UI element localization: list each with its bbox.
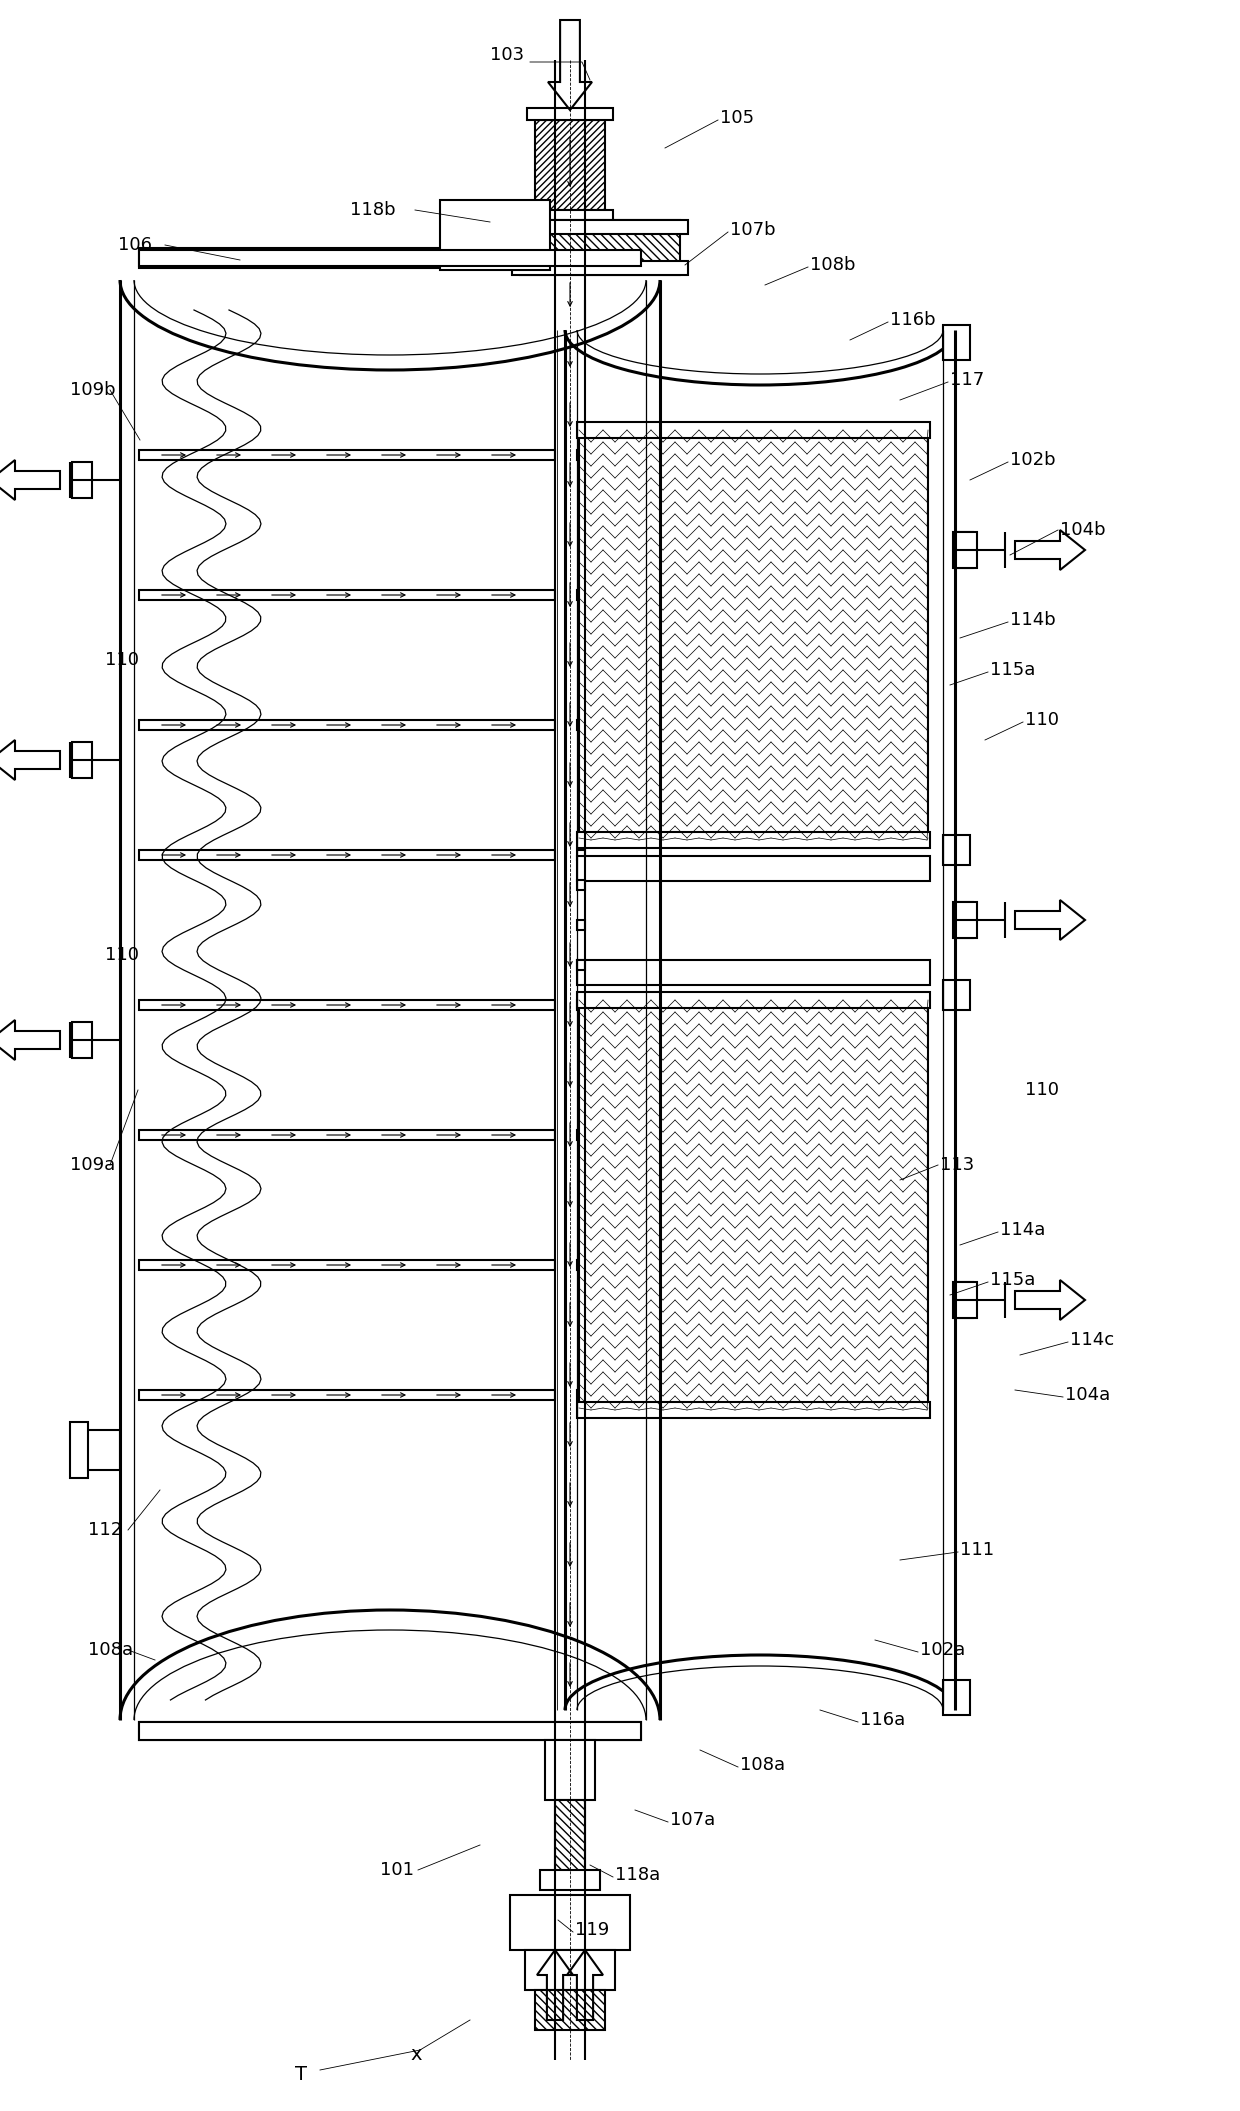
- Text: 102a: 102a: [920, 1640, 965, 1659]
- Bar: [72, 1022, 92, 1058]
- Bar: [139, 1389, 556, 1400]
- Bar: [527, 108, 613, 120]
- Bar: [539, 1870, 600, 1889]
- Bar: [954, 532, 973, 568]
- Bar: [954, 1281, 973, 1317]
- Bar: [139, 589, 556, 600]
- Text: 108a: 108a: [88, 1640, 133, 1659]
- Text: 115a: 115a: [990, 661, 1035, 680]
- Bar: [440, 201, 551, 270]
- Bar: [955, 532, 977, 568]
- Bar: [942, 325, 970, 361]
- Text: 109a: 109a: [69, 1157, 115, 1174]
- Bar: [577, 851, 585, 859]
- Text: 107b: 107b: [730, 222, 776, 239]
- Text: 111: 111: [960, 1541, 994, 1560]
- Bar: [579, 431, 928, 840]
- Bar: [577, 961, 930, 986]
- Text: 115a: 115a: [990, 1271, 1035, 1290]
- Bar: [955, 1281, 977, 1317]
- Bar: [577, 1389, 585, 1400]
- Bar: [527, 209, 613, 222]
- Text: 103: 103: [490, 46, 525, 63]
- Text: 118a: 118a: [615, 1866, 660, 1883]
- Bar: [577, 720, 585, 730]
- Bar: [139, 1260, 556, 1271]
- Text: x: x: [410, 2046, 422, 2065]
- Text: 104b: 104b: [1060, 521, 1106, 538]
- Text: 105: 105: [720, 110, 754, 127]
- Bar: [577, 1129, 585, 1140]
- Bar: [577, 422, 930, 437]
- Bar: [556, 1801, 585, 1881]
- Text: 112: 112: [88, 1522, 123, 1539]
- Bar: [139, 720, 556, 730]
- Bar: [577, 920, 585, 931]
- Bar: [139, 1723, 641, 1739]
- Text: 102b: 102b: [1011, 452, 1055, 469]
- Bar: [510, 1896, 630, 1951]
- Text: 116b: 116b: [890, 310, 936, 329]
- Text: 109b: 109b: [69, 380, 115, 399]
- Bar: [577, 832, 930, 849]
- Bar: [577, 961, 585, 969]
- Bar: [139, 1129, 556, 1140]
- Bar: [72, 462, 92, 498]
- Bar: [139, 247, 641, 268]
- Text: T: T: [295, 2065, 308, 2084]
- Bar: [72, 741, 92, 779]
- Text: 104a: 104a: [1065, 1387, 1110, 1404]
- Text: 113: 113: [940, 1157, 975, 1174]
- Bar: [955, 901, 977, 937]
- Text: 110: 110: [1025, 1081, 1059, 1100]
- Bar: [577, 880, 585, 891]
- Bar: [520, 220, 680, 274]
- Text: 110: 110: [105, 650, 139, 669]
- Bar: [139, 249, 641, 266]
- Bar: [577, 992, 930, 1007]
- Text: 110: 110: [1025, 711, 1059, 728]
- Text: 114b: 114b: [1011, 610, 1055, 629]
- Bar: [534, 1991, 605, 2031]
- Bar: [512, 262, 688, 274]
- Bar: [69, 1423, 88, 1478]
- Bar: [577, 1402, 930, 1419]
- Text: 118b: 118b: [350, 201, 396, 220]
- Bar: [942, 836, 970, 866]
- Text: 107a: 107a: [670, 1811, 715, 1828]
- Bar: [534, 120, 605, 209]
- Text: 114c: 114c: [1070, 1332, 1114, 1349]
- Bar: [546, 1739, 595, 1801]
- Bar: [577, 855, 930, 880]
- Bar: [577, 589, 585, 600]
- Text: 114a: 114a: [999, 1220, 1045, 1239]
- Bar: [577, 1001, 585, 1009]
- Text: 117: 117: [950, 372, 985, 388]
- Bar: [577, 450, 585, 460]
- Text: 116a: 116a: [861, 1712, 905, 1729]
- Text: 119: 119: [575, 1921, 609, 1940]
- Text: 106: 106: [118, 236, 153, 253]
- Bar: [512, 220, 688, 234]
- Bar: [139, 450, 556, 460]
- Bar: [954, 901, 973, 937]
- Bar: [139, 1001, 556, 1009]
- Text: 101: 101: [379, 1862, 414, 1879]
- Bar: [579, 1001, 928, 1410]
- Bar: [942, 1680, 970, 1714]
- Bar: [139, 1723, 641, 1739]
- Text: 110: 110: [105, 946, 139, 965]
- Bar: [86, 1429, 120, 1469]
- Bar: [525, 1951, 615, 1991]
- Bar: [139, 851, 556, 859]
- Bar: [942, 980, 970, 1009]
- Text: 108b: 108b: [810, 255, 856, 274]
- Bar: [577, 1260, 585, 1271]
- Text: 108a: 108a: [740, 1756, 785, 1773]
